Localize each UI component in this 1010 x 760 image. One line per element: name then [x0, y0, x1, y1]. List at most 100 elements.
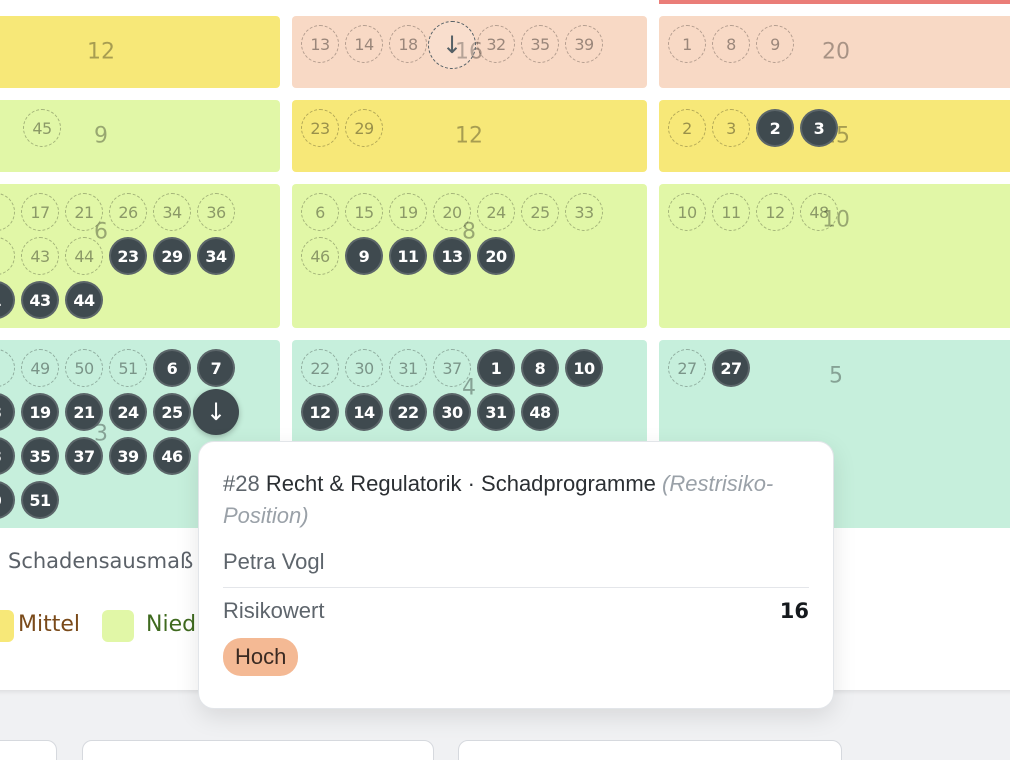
- risk-marker-inherent[interactable]: 15: [345, 193, 383, 231]
- legend-swatch-niedrig: [102, 610, 134, 642]
- risk-marker-inherent[interactable]: 37: [433, 349, 471, 387]
- risk-marker-residual[interactable]: 19: [21, 393, 59, 431]
- risk-marker-inherent[interactable]: 8: [712, 25, 750, 63]
- risk-marker-residual[interactable]: 10: [565, 349, 603, 387]
- risk-marker-residual[interactable]: 22: [389, 393, 427, 431]
- risk-marker-inherent[interactable]: 36: [197, 193, 235, 231]
- arrow-down-icon: ↓: [205, 398, 227, 426]
- risk-marker-residual[interactable]: 7: [197, 349, 235, 387]
- risk-marker-inherent[interactable]: 13: [301, 25, 339, 63]
- risk-marker-inherent[interactable]: 50: [65, 349, 103, 387]
- risk-marker-inherent[interactable]: 48: [800, 193, 838, 231]
- risk-marker-residual[interactable]: 1: [477, 349, 515, 387]
- risk-marker-residual[interactable]: 34: [197, 237, 235, 275]
- x-axis-label: Schadensausmaß: [8, 549, 194, 573]
- risk-marker-residual[interactable]: 23: [109, 237, 147, 275]
- risk-marker-inherent[interactable]: 2: [668, 109, 706, 147]
- tooltip-divider: [223, 587, 809, 588]
- risk-marker-inherent[interactable]: 11: [712, 193, 750, 231]
- risk-marker-inherent[interactable]: 23: [301, 109, 339, 147]
- risk-marker-inherent[interactable]: 25: [521, 193, 559, 231]
- risk-marker-inherent[interactable]: 24: [477, 193, 515, 231]
- risk-marker-inherent[interactable]: 10: [668, 193, 706, 231]
- tooltip-residual-note: (Restrisiko-Position): [223, 471, 774, 528]
- risk-marker-residual[interactable]: 13: [433, 237, 471, 275]
- risk-marker-inherent[interactable]: 14: [345, 25, 383, 63]
- risk-marker-residual[interactable]: 48: [521, 393, 559, 431]
- risk-move-marker-residual[interactable]: ↓: [193, 389, 239, 435]
- risk-marker-inherent[interactable]: 6: [301, 193, 339, 231]
- risk-marker-residual[interactable]: 30: [433, 393, 471, 431]
- risk-marker-residual[interactable]: 27: [712, 349, 750, 387]
- risk-marker-residual[interactable]: 24: [109, 393, 147, 431]
- risk-tooltip: #28 Recht & Regulatorik · Schadprogramme…: [198, 441, 834, 709]
- risk-marker-residual[interactable]: 39: [109, 437, 147, 475]
- matrix-cell-r1c3[interactable]: [659, 16, 1010, 88]
- risk-marker-inherent[interactable]: 34: [153, 193, 191, 231]
- risk-marker-inherent[interactable]: 1: [668, 25, 706, 63]
- risk-marker-inherent[interactable]: 27: [668, 349, 706, 387]
- risk-marker-inherent[interactable]: 9: [756, 25, 794, 63]
- critical-row-edge: [659, 0, 1010, 4]
- risk-marker-residual[interactable]: 20: [477, 237, 515, 275]
- risk-move-marker-inherent[interactable]: ↓: [428, 21, 476, 69]
- matrix-cell-r2c2[interactable]: [292, 100, 647, 172]
- risk-marker-inherent[interactable]: 44: [65, 237, 103, 275]
- risk-marker-inherent[interactable]: 33: [565, 193, 603, 231]
- tooltip-title: #28 Recht & Regulatorik · Schadprogramme…: [223, 468, 809, 532]
- risk-marker-residual[interactable]: 37: [65, 437, 103, 475]
- tooltip-score-row: Risikowert 16: [223, 598, 809, 624]
- matrix-cell-r1c1[interactable]: [0, 16, 280, 88]
- risk-marker-residual[interactable]: 43: [21, 281, 59, 319]
- risk-marker-inherent[interactable]: 32: [477, 25, 515, 63]
- risk-marker-inherent[interactable]: 46: [301, 237, 339, 275]
- risk-marker-inherent[interactable]: 45: [23, 109, 61, 147]
- risk-marker-residual[interactable]: 2: [756, 109, 794, 147]
- risk-marker-inherent[interactable]: 17: [21, 193, 59, 231]
- risk-marker-residual[interactable]: 9: [345, 237, 383, 275]
- legend-swatch-mittel: [0, 610, 14, 642]
- risk-level-badge: Hoch: [223, 638, 299, 676]
- legend-label-mittel: Mittel: [18, 612, 80, 637]
- legend-label-niedrig: Nied: [146, 612, 197, 637]
- risk-marker-residual[interactable]: 51: [21, 481, 59, 519]
- bottom-card[interactable]: [0, 740, 57, 760]
- tooltip-score-value: 16: [779, 599, 809, 623]
- risk-marker-residual[interactable]: 12: [301, 393, 339, 431]
- risk-marker-inherent[interactable]: 35: [521, 25, 559, 63]
- risk-marker-residual[interactable]: 11: [389, 237, 427, 275]
- bottom-card[interactable]: [82, 740, 434, 760]
- risk-marker-inherent[interactable]: 12: [756, 193, 794, 231]
- risk-marker-inherent[interactable]: 43: [21, 237, 59, 275]
- risk-marker-residual[interactable]: 29: [153, 237, 191, 275]
- risk-marker-residual[interactable]: 6: [153, 349, 191, 387]
- risk-marker-residual[interactable]: 14: [345, 393, 383, 431]
- tooltip-score-label: Risikowert: [223, 598, 325, 623]
- risk-marker-residual[interactable]: 8: [521, 349, 559, 387]
- risk-marker-inherent[interactable]: 29: [345, 109, 383, 147]
- risk-marker-residual[interactable]: 25: [153, 393, 191, 431]
- risk-marker-inherent[interactable]: 39: [565, 25, 603, 63]
- tooltip-risk-id: #28: [223, 471, 260, 496]
- risk-marker-inherent[interactable]: 31: [389, 349, 427, 387]
- risk-marker-inherent[interactable]: 30: [345, 349, 383, 387]
- tooltip-owner: Petra Vogl: [223, 549, 325, 574]
- risk-marker-residual[interactable]: 21: [65, 393, 103, 431]
- risk-marker-residual[interactable]: 44: [65, 281, 103, 319]
- risk-marker-inherent[interactable]: 3: [712, 109, 750, 147]
- risk-marker-inherent[interactable]: 22: [301, 349, 339, 387]
- risk-marker-residual[interactable]: 35: [21, 437, 59, 475]
- risk-marker-inherent[interactable]: 20: [433, 193, 471, 231]
- arrow-down-icon: ↓: [441, 31, 463, 59]
- risk-marker-inherent[interactable]: 18: [389, 25, 427, 63]
- risk-marker-inherent[interactable]: 21: [65, 193, 103, 231]
- risk-marker-inherent[interactable]: 49: [21, 349, 59, 387]
- risk-marker-residual[interactable]: 31: [477, 393, 515, 431]
- bottom-card[interactable]: [458, 740, 842, 760]
- risk-marker-residual[interactable]: 3: [800, 109, 838, 147]
- risk-marker-inherent[interactable]: 19: [389, 193, 427, 231]
- risk-marker-residual[interactable]: 46: [153, 437, 191, 475]
- risk-marker-inherent[interactable]: 51: [109, 349, 147, 387]
- risk-marker-inherent[interactable]: 26: [109, 193, 147, 231]
